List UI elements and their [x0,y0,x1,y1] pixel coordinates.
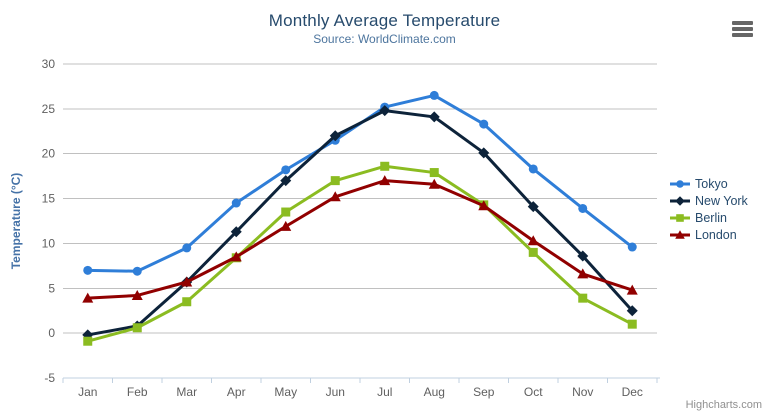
series-berlin[interactable] [83,161,637,346]
chart-subtitle: Source: WorldClimate.com [313,32,456,46]
y-tick-label: 5 [48,281,55,295]
point-marker [131,289,143,300]
point-marker [132,323,142,333]
x-tick-label: Jul [377,385,392,399]
point-marker [182,243,192,253]
x-tick-label: Jan [78,385,97,399]
point-marker [230,251,242,262]
point-marker [479,119,489,129]
x-tick-label: Apr [227,385,246,399]
legend-item-berlin[interactable]: Berlin [670,209,748,226]
x-tick-label: Mar [176,385,197,399]
point-marker [626,305,638,317]
x-tick-label: Oct [524,385,543,399]
point-marker [280,175,292,187]
point-marker [231,198,241,208]
point-marker [675,195,685,206]
x-tick-label: Aug [424,385,445,399]
x-tick-label: Dec [622,385,643,399]
point-marker [528,164,538,174]
highcharts-credit[interactable]: Highcharts.com [685,399,762,411]
point-marker [676,213,684,222]
point-marker [578,293,588,303]
y-tick-label: 0 [48,326,55,340]
y-tick-label: 20 [42,147,56,161]
point-marker [379,175,391,186]
series-london[interactable] [82,175,638,303]
point-marker [379,105,391,117]
legend-label: Tokyo [695,176,728,191]
point-marker [132,266,142,276]
y-tick-label: 30 [42,57,56,71]
point-marker [182,297,192,307]
chart-title: Monthly Average Temperature [268,11,501,30]
series-tokyo[interactable] [83,90,637,276]
x-axis-ticks [62,378,658,383]
point-marker [626,284,638,295]
legend-label: New York [695,193,748,208]
point-marker [478,147,490,159]
legend-item-new-york[interactable]: New York [670,192,748,209]
point-marker [577,268,589,279]
y-gridlines [63,63,657,379]
legend-item-tokyo[interactable]: Tokyo [670,175,748,192]
point-marker [329,130,341,142]
point-marker [330,176,340,186]
point-marker [380,161,390,171]
point-marker [429,90,439,100]
point-marker [428,111,440,123]
x-tick-label: Feb [127,385,148,399]
series-line [86,164,634,343]
series-line [86,179,634,300]
series-line [86,109,634,337]
point-marker [577,250,589,262]
y-tick-label: -5 [44,371,55,385]
point-marker [181,276,193,287]
point-marker [627,319,637,329]
x-tick-label: Jun [326,385,345,399]
y-tick-label: 15 [42,192,56,206]
legend: Tokyo New York Berlin London [670,175,748,243]
y-axis-title: Temperature (°C) [9,172,23,270]
point-marker [280,220,292,231]
point-marker [82,292,94,303]
legend-label: London [695,227,737,242]
point-marker [627,242,637,252]
point-marker [281,165,291,175]
y-tick-label: 25 [42,102,56,116]
y-tick-label: 10 [42,236,56,250]
legend-label: Berlin [695,210,727,225]
y-axis-labels: -5 0 5 10 15 20 25 30 [42,57,56,385]
series-new-york[interactable] [82,105,638,341]
point-marker [230,226,242,238]
x-tick-label: Nov [572,385,593,399]
square-marker-icon [670,213,690,222]
legend-item-london[interactable]: London [670,226,748,243]
point-marker [528,247,538,257]
point-marker [676,179,684,188]
point-marker [478,200,490,211]
point-marker [83,336,93,346]
hamburger-menu-icon [732,21,753,37]
x-tick-label: May [274,385,297,399]
point-marker [429,168,439,178]
point-marker [675,229,685,239]
point-marker [83,265,93,275]
point-marker [329,191,341,202]
point-marker [428,178,440,189]
point-marker [527,235,539,246]
point-marker [281,207,291,217]
point-marker [578,203,588,213]
triangle-marker-icon [670,229,690,239]
diamond-marker-icon [670,195,690,206]
x-axis-labels: Jan Feb Mar Apr May Jun Jul Aug Sep Oct Nov Dec [78,385,643,399]
export-menu-button[interactable] [732,21,753,37]
point-marker [527,201,539,213]
x-tick-label: Sep [473,385,495,399]
circle-marker-icon [670,179,690,188]
